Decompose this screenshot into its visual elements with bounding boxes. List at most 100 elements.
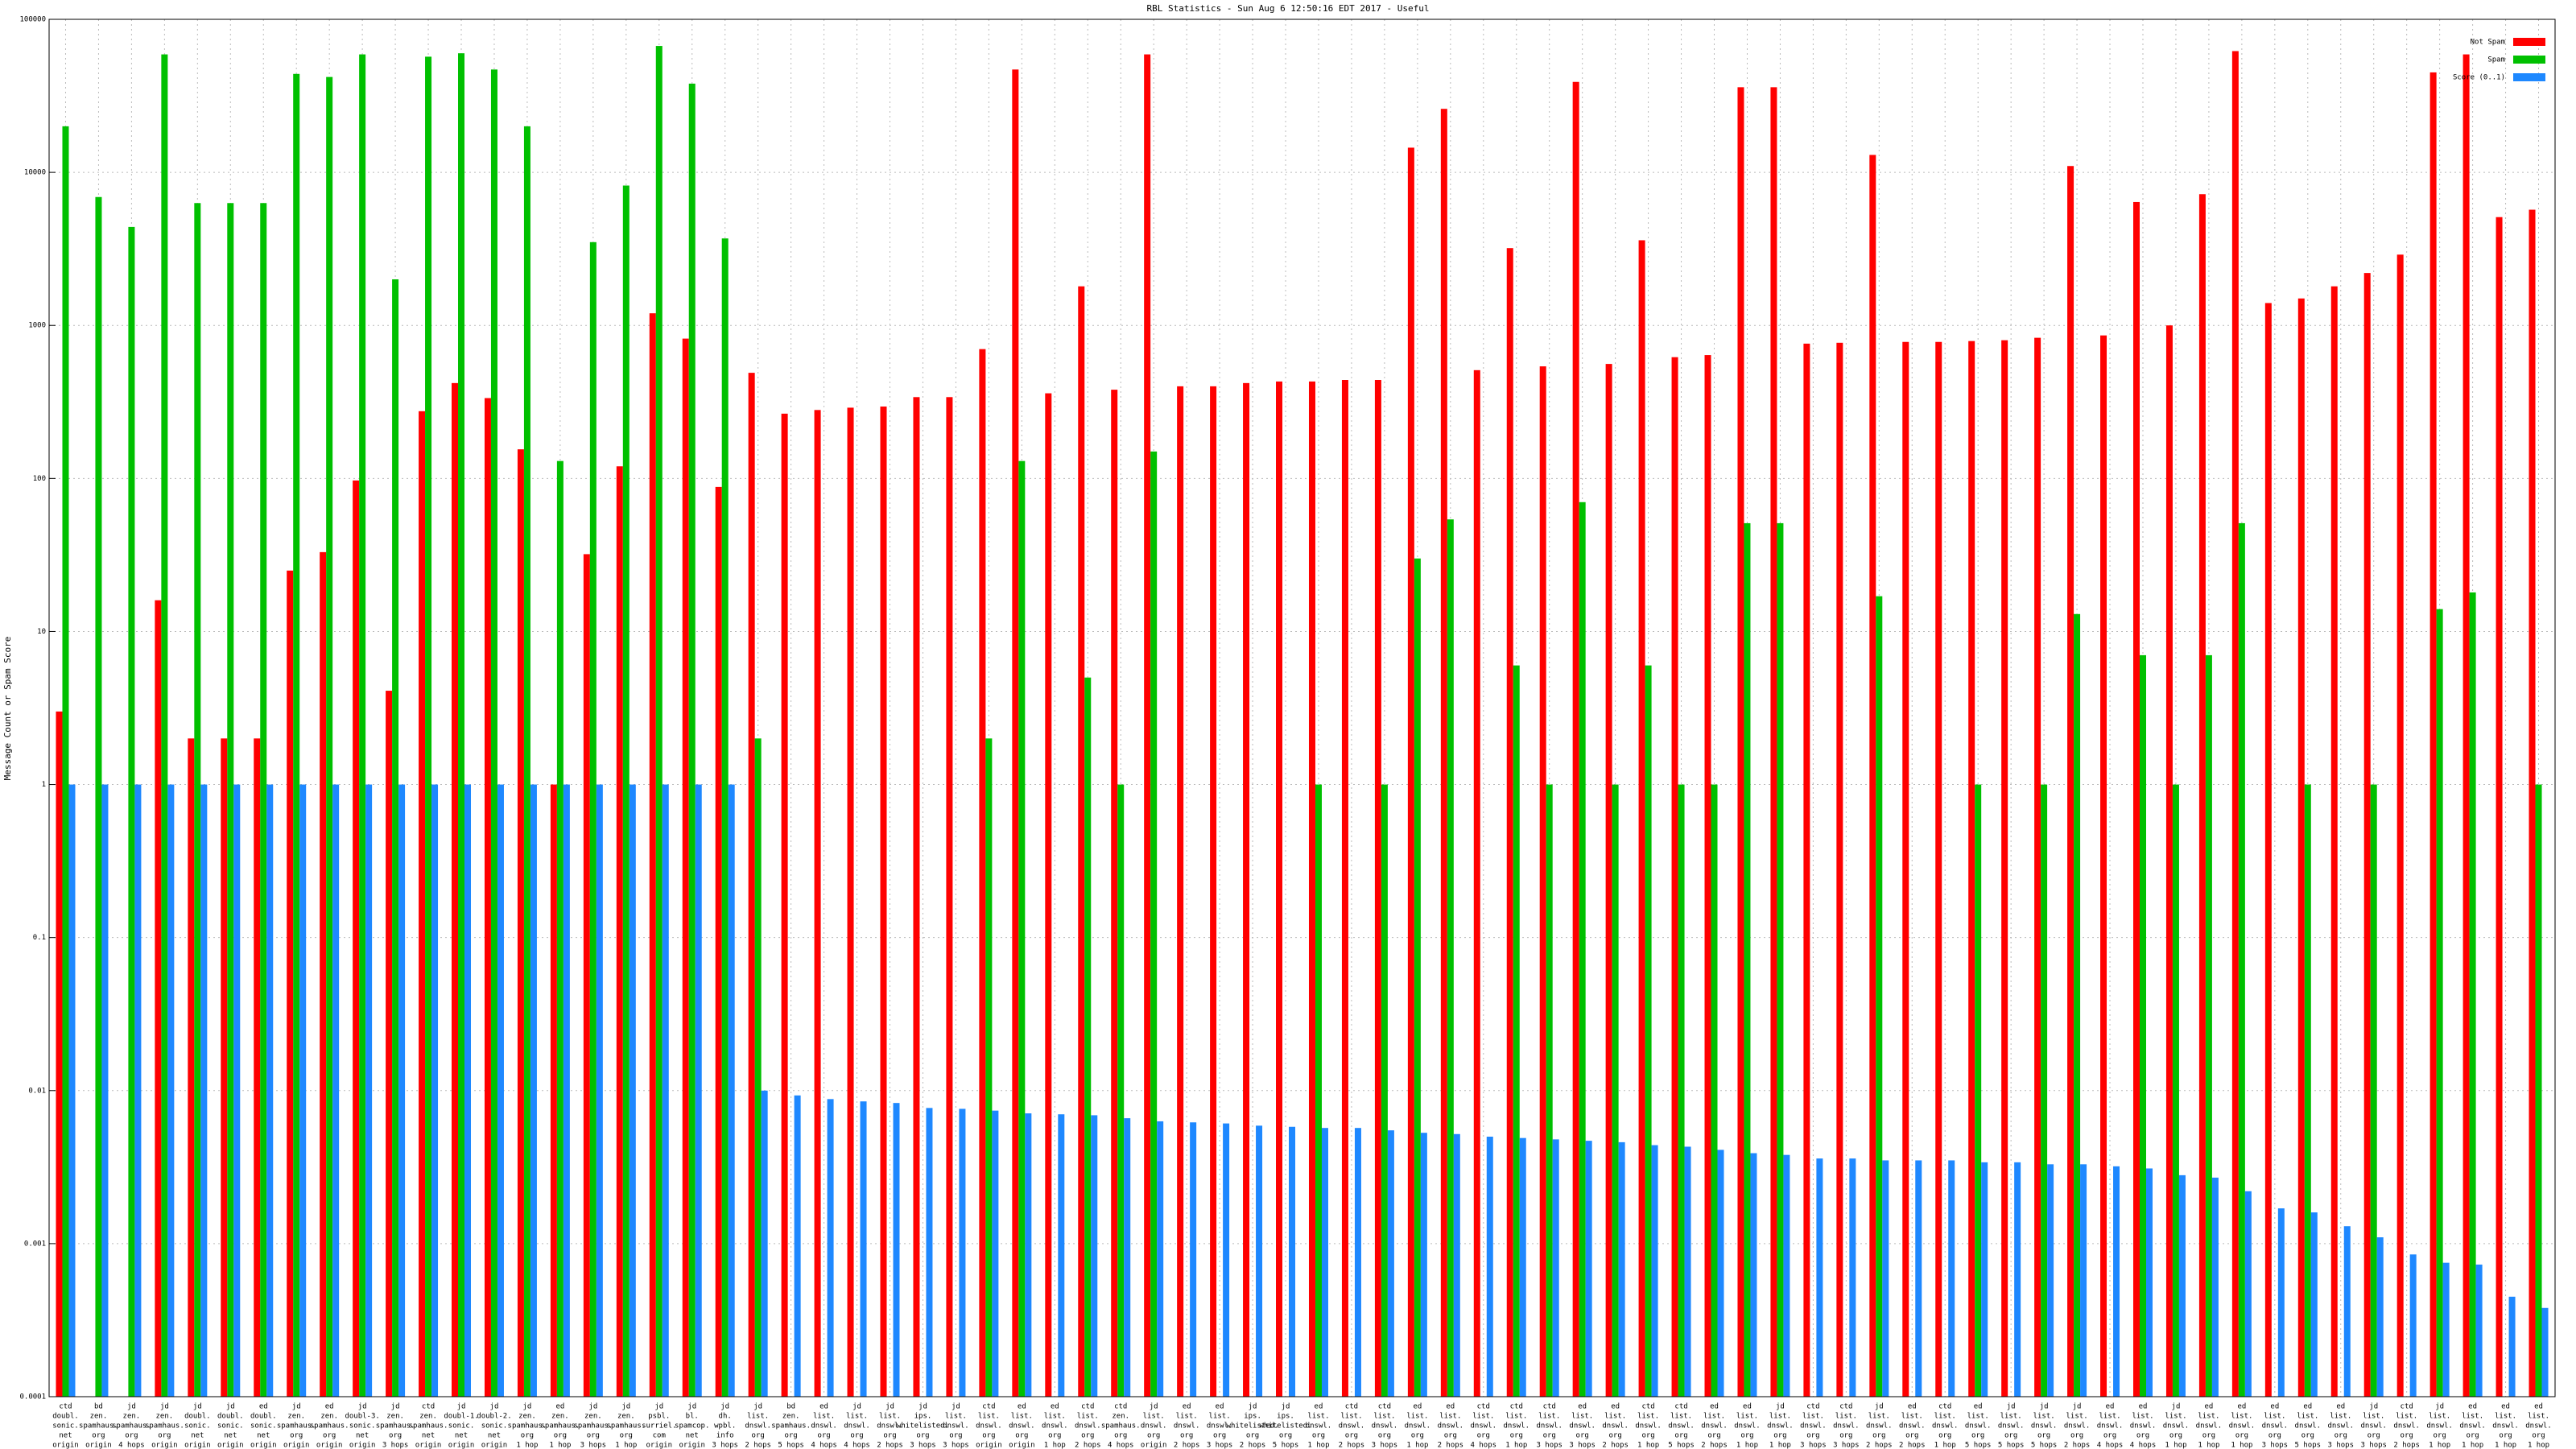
x-tick-label: ctd bbox=[1806, 1403, 1819, 1411]
x-tick-label: list. bbox=[2066, 1413, 2088, 1421]
x-tick-label: ed bbox=[2106, 1403, 2115, 1411]
x-tick-label: ips. bbox=[914, 1413, 932, 1421]
x-tick-label: jd bbox=[1249, 1403, 1257, 1411]
bar bbox=[1354, 1128, 1361, 1397]
x-tick-label: origin bbox=[184, 1442, 211, 1449]
x-tick-label: ed bbox=[1908, 1403, 1917, 1411]
x-tick-label: origin bbox=[481, 1442, 508, 1449]
bar bbox=[979, 349, 986, 1397]
x-tick-label: 2 hops bbox=[877, 1442, 903, 1449]
bar bbox=[550, 784, 557, 1397]
x-tick-label: 2 hops bbox=[1866, 1442, 1893, 1449]
x-tick-label: org bbox=[92, 1432, 105, 1440]
x-tick-label: zen. bbox=[1112, 1413, 1129, 1421]
x-tick-label: origin bbox=[349, 1442, 376, 1449]
bar bbox=[1777, 522, 1784, 1397]
bar bbox=[2014, 1162, 2021, 1397]
y-tick-label: 0.01 bbox=[28, 1087, 46, 1095]
x-tick-label: jd bbox=[2040, 1403, 2049, 1411]
x-tick-label: list. bbox=[2330, 1413, 2351, 1421]
x-tick-label: org bbox=[1378, 1432, 1391, 1440]
x-tick-label: spamhaus. bbox=[606, 1422, 646, 1430]
x-tick-label: dnswl. bbox=[1602, 1422, 1629, 1430]
bar bbox=[2370, 784, 2377, 1397]
bar bbox=[2496, 217, 2503, 1397]
x-tick-label: 1 hop bbox=[2198, 1442, 2219, 1449]
bar bbox=[2376, 1237, 2384, 1397]
bar bbox=[2330, 286, 2338, 1397]
x-tick-label: org bbox=[2169, 1432, 2182, 1440]
x-tick-label: org bbox=[1279, 1432, 1292, 1440]
bar bbox=[1618, 1141, 1625, 1397]
bar bbox=[2304, 784, 2311, 1397]
x-tick-label: org bbox=[1180, 1432, 1193, 1440]
x-tick-label: 1 hop bbox=[1637, 1442, 1659, 1449]
bar bbox=[1869, 155, 1876, 1397]
x-tick-label: list. bbox=[2198, 1413, 2219, 1421]
bar bbox=[2041, 784, 2048, 1397]
bar bbox=[332, 784, 340, 1397]
x-tick-label: list. bbox=[945, 1413, 967, 1421]
x-tick-label: jd bbox=[226, 1403, 235, 1411]
x-tick-label: ctd bbox=[2401, 1403, 2413, 1411]
x-tick-label: ctd bbox=[1938, 1403, 1951, 1411]
x-tick-label: org bbox=[2401, 1432, 2413, 1440]
x-tick-label: org bbox=[1114, 1432, 1127, 1440]
x-tick-label: dnswl. bbox=[1800, 1422, 1827, 1430]
bar bbox=[1948, 1160, 1955, 1397]
bar bbox=[260, 203, 267, 1397]
x-tick-label: ctd bbox=[1345, 1403, 1358, 1411]
bar bbox=[1144, 54, 1151, 1397]
bar bbox=[497, 784, 504, 1397]
x-tick-label: ed bbox=[2534, 1403, 2543, 1411]
x-tick-label: ed bbox=[2501, 1403, 2510, 1411]
bar bbox=[748, 373, 755, 1397]
x-tick-label: zen. bbox=[156, 1413, 174, 1421]
bar bbox=[484, 398, 491, 1397]
x-tick-label: jd bbox=[193, 1403, 202, 1411]
x-tick-label: 1 hop bbox=[549, 1442, 571, 1449]
bar bbox=[1678, 784, 1685, 1397]
x-tick-label: dnswl. bbox=[943, 1422, 969, 1430]
x-tick-label: zen. bbox=[419, 1413, 437, 1421]
x-tick-label: 2 hops bbox=[1174, 1442, 1200, 1449]
x-tick-label: ed bbox=[259, 1403, 268, 1411]
bar bbox=[1289, 1126, 1296, 1397]
x-tick-label: org bbox=[1576, 1432, 1589, 1440]
x-tick-label: ed bbox=[1216, 1403, 1224, 1411]
x-tick-label: ed bbox=[1315, 1403, 1323, 1411]
x-tick-label: dnswl. bbox=[976, 1422, 1002, 1430]
x-tick-label: sonic. bbox=[217, 1422, 244, 1430]
bar bbox=[490, 69, 497, 1397]
x-tick-label: net bbox=[488, 1432, 501, 1440]
x-tick-label: list. bbox=[2462, 1413, 2483, 1421]
x-tick-label: 3 hops bbox=[2262, 1442, 2289, 1449]
x-tick-label: 3 hops bbox=[1800, 1442, 1827, 1449]
bar bbox=[1803, 343, 1810, 1397]
bar bbox=[1876, 596, 1883, 1397]
x-tick-label: spamhaus. bbox=[771, 1422, 811, 1430]
bar bbox=[2074, 613, 2081, 1397]
x-tick-label: jd bbox=[919, 1403, 927, 1411]
bar bbox=[1447, 519, 1454, 1397]
bar bbox=[662, 784, 669, 1397]
x-tick-label: net bbox=[191, 1432, 204, 1440]
x-tick-label: org bbox=[1641, 1432, 1654, 1440]
x-tick-label: doubl. bbox=[250, 1413, 277, 1421]
x-tick-label: spamhaus. bbox=[540, 1422, 580, 1430]
x-tick-label: jd bbox=[127, 1403, 136, 1411]
x-tick-label: org bbox=[1543, 1432, 1556, 1440]
x-tick-label: org bbox=[2499, 1432, 2512, 1440]
legend-swatch bbox=[2513, 56, 2545, 64]
x-tick-label: info bbox=[716, 1432, 734, 1440]
x-tick-label: net bbox=[257, 1432, 270, 1440]
bar bbox=[425, 56, 432, 1397]
y-tick-label: 10 bbox=[37, 628, 46, 636]
x-tick-label: list. bbox=[2165, 1413, 2186, 1421]
x-tick-label: 3 hops bbox=[2360, 1442, 2387, 1449]
bar bbox=[781, 413, 788, 1397]
x-tick-label: ed bbox=[1446, 1403, 1455, 1411]
bar bbox=[946, 397, 953, 1397]
x-tick-label: sonic. bbox=[481, 1422, 508, 1430]
